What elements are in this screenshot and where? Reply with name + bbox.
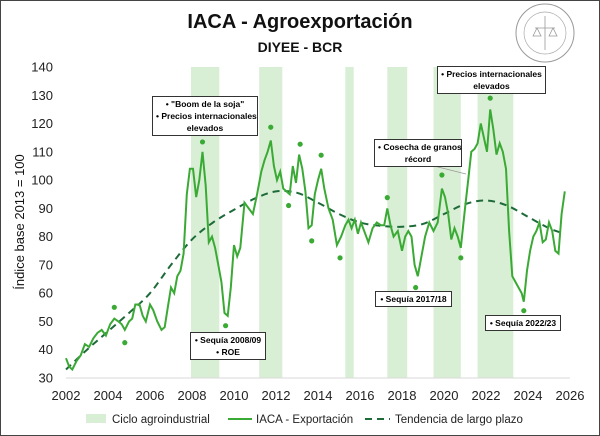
y-tick-label: 70 <box>39 257 53 272</box>
event-dot <box>199 139 206 145</box>
y-tick-label: 130 <box>31 88 53 103</box>
iaca-series-line <box>65 109 566 372</box>
legend: Ciclo agroindustrial IACA - Exportación … <box>86 414 523 426</box>
annotation-precios-2022: • Precios internacionales elevados <box>437 66 546 94</box>
event-dot <box>337 255 343 261</box>
y-tick-label: 50 <box>39 314 53 329</box>
y-tick-label: 40 <box>39 342 53 357</box>
event-dot <box>318 152 324 158</box>
annotation-line: récord <box>404 154 432 164</box>
event-dot <box>286 202 292 209</box>
y-tick-label: 110 <box>32 144 53 159</box>
x-tick-label: 2014 <box>304 388 333 403</box>
x-tick-label: 2008 <box>178 388 207 403</box>
annotation-sequia-2017: • Sequía 2017/18 <box>375 291 452 307</box>
event-dot <box>384 195 390 201</box>
annotation-line: elevados <box>186 123 224 133</box>
event-dot <box>487 95 493 101</box>
y-tick-label: 140 <box>31 60 53 75</box>
annotation-line: • Precios internacionales <box>156 111 257 121</box>
annotation-line: • ROE <box>216 347 240 357</box>
y-tick-label: 30 <box>39 371 53 386</box>
annotation-line: • Cosecha de granos <box>378 142 462 152</box>
bcr-logo <box>515 3 575 63</box>
x-tick-label: 2010 <box>220 388 249 403</box>
annotation-cosecha-record: • Cosecha de granos récord <box>374 139 462 167</box>
event-dot <box>111 304 117 310</box>
x-tick-labels: 2002 2004 2006 2008 2010 2012 2014 2016 2018 2020… <box>52 388 585 403</box>
event-dot <box>458 255 464 261</box>
annotation-line: • "Boom de la soja" <box>165 99 245 109</box>
annotation-line: • Precios internacionales <box>441 69 542 79</box>
y-tick-label: 80 <box>39 229 53 244</box>
annotation-line: • Sequía 2022/23 <box>489 318 557 328</box>
annotation-boom-soja: • "Boom de la soja" • Precios internacio… <box>152 96 258 136</box>
legend-swatch-cycle <box>86 414 106 423</box>
legend-label-cycle: Ciclo agroindustrial <box>112 414 210 426</box>
y-axis-label: Índice base 2013 = 100 <box>12 154 27 290</box>
x-tick-label: 2004 <box>94 388 123 403</box>
y-tick-label: 120 <box>31 116 53 131</box>
x-tick-label: 2002 <box>52 388 81 403</box>
event-dots <box>111 95 527 346</box>
event-dot <box>521 308 527 314</box>
y-tick-labels: 30 40 50 60 70 80 90 100 110 120 130 140 <box>31 60 53 386</box>
trend-line <box>65 189 566 371</box>
cycle-band <box>259 67 283 378</box>
y-tick-label: 60 <box>39 286 53 301</box>
legend-label-trend: Tendencia de largo plazo <box>395 414 523 426</box>
x-tick-label: 2022 <box>472 388 501 403</box>
annotation-sequia-2008: • Sequía 2008/09 • ROE <box>190 332 266 360</box>
x-tick-label: 2016 <box>346 388 375 403</box>
event-dot <box>439 172 445 178</box>
chart-subtitle: DIYEE - BCR <box>258 39 343 55</box>
event-dot <box>223 323 229 329</box>
chart-title: IACA - Agroexportación <box>187 11 412 33</box>
annotation-line: • Sequía 2017/18 <box>380 294 447 304</box>
x-tick-label: 2026 <box>556 388 585 403</box>
event-dot <box>268 124 274 130</box>
annotation-sequia-2022: • Sequía 2022/23 <box>485 315 561 331</box>
annotation-line: elevados <box>473 81 510 91</box>
x-tick-label: 2012 <box>262 388 291 403</box>
legend-label-series: IACA - Exportación <box>256 414 353 426</box>
event-dot <box>309 238 315 244</box>
event-dot <box>122 340 128 346</box>
annotation-line: • Sequía 2008/09 <box>194 335 262 345</box>
x-tick-label: 2020 <box>430 388 459 403</box>
event-dot <box>297 141 303 147</box>
x-tick-label: 2024 <box>514 388 543 403</box>
x-tick-label: 2018 <box>388 388 417 403</box>
y-tick-label: 100 <box>31 173 53 188</box>
y-tick-label: 90 <box>39 201 53 216</box>
event-dot <box>413 284 419 291</box>
x-tick-label: 2006 <box>136 388 165 403</box>
